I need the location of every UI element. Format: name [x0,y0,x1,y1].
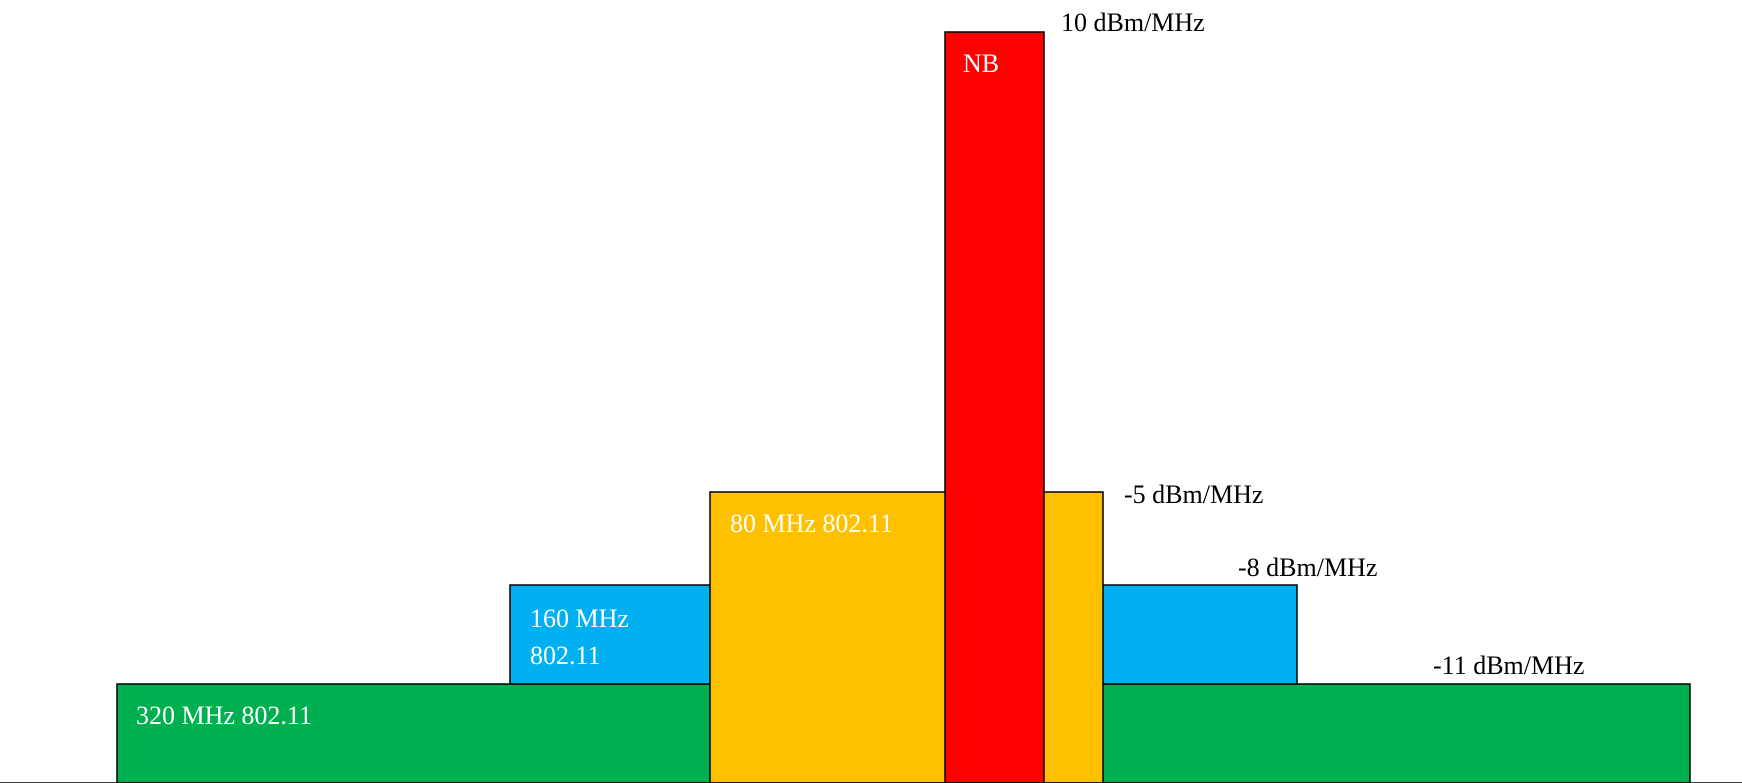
psd-label-80mhz: -5 dBm/MHz [1124,480,1263,509]
band-160mhz-label-line2: 802.11 [530,641,601,670]
band-nb-label: NB [963,49,999,78]
psd-label-nb: 10 dBm/MHz [1061,8,1205,37]
band-160mhz-label-line1: 160 MHz [530,604,629,633]
band-320mhz-label: 320 MHz 802.11 [136,701,312,730]
band-80mhz-label: 80 MHz 802.11 [730,509,893,538]
psd-label-160mhz: -8 dBm/MHz [1238,553,1377,582]
psd-label-320mhz: -11 dBm/MHz [1433,651,1584,680]
band-nb-rect [944,31,1045,783]
